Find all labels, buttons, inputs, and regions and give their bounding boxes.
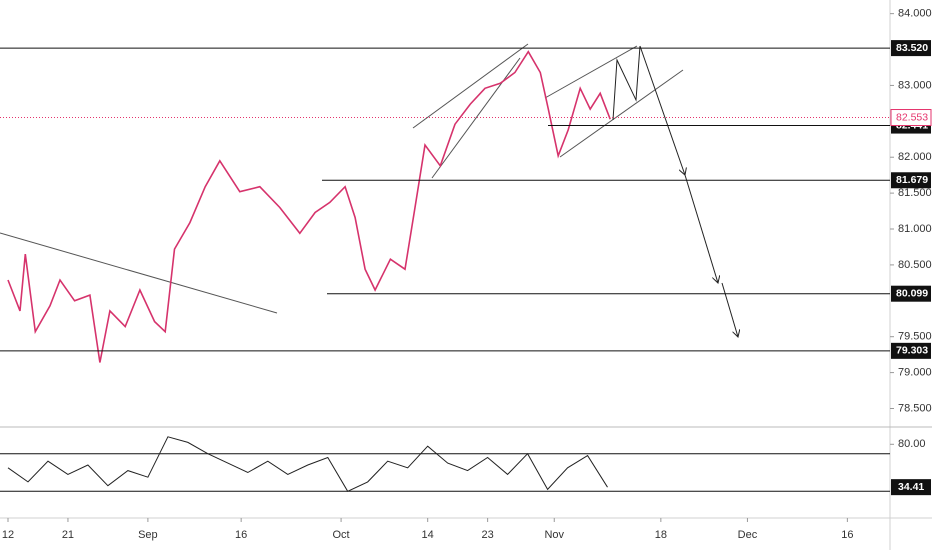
level-label: 81.679: [896, 174, 928, 186]
y-tick-label: 81.500: [898, 187, 932, 199]
level-label: 83.520: [896, 42, 928, 54]
level-tag: [891, 285, 931, 302]
arrow: [721, 282, 738, 337]
x-tick-label: Dec: [738, 529, 758, 541]
x-tick-label: Oct: [333, 529, 350, 541]
level-tag: [891, 40, 931, 57]
x-tick-label: 12: [2, 529, 14, 541]
x-tick-label: Sep: [138, 529, 158, 541]
y-tick-label: 79.000: [898, 366, 932, 378]
x-tick-label: 23: [482, 529, 494, 541]
x-tick-label: 18: [655, 529, 667, 541]
x-tick-label: 16: [841, 529, 853, 541]
y-tick-label: 82.000: [898, 151, 932, 163]
level-tag: [891, 172, 931, 189]
current-tag: [890, 109, 932, 127]
y-tick-label: 80.500: [898, 259, 932, 271]
arrow: [639, 45, 685, 175]
trendline: [544, 45, 638, 99]
y-tick-label: 84.000: [898, 8, 932, 20]
rsi-tag: [891, 479, 931, 496]
rsi-value-label: 34.41: [898, 481, 924, 493]
trendline: [431, 57, 521, 179]
y-tick-label: 81.000: [898, 223, 932, 235]
level-label: 80.099: [896, 287, 928, 299]
trendline: [0, 232, 278, 314]
x-tick-label: Nov: [544, 529, 564, 541]
y-tick-label: 83.000: [898, 79, 932, 91]
arrow: [684, 174, 718, 283]
projection: [612, 45, 641, 121]
trendline: [412, 43, 529, 129]
y-tick-label: 79.500: [898, 331, 932, 343]
x-tick-label: 16: [235, 529, 247, 541]
current-label: 82.553: [896, 111, 928, 123]
trendline: [559, 69, 684, 158]
drawings: [0, 43, 738, 337]
price-line: [7, 50, 611, 363]
y-tick-label: 78.500: [898, 402, 932, 414]
level-label: 79.303: [896, 345, 928, 357]
rsi-line: [7, 436, 608, 492]
rsi-tick-label: 80.00: [898, 438, 926, 450]
x-tick-label: 14: [422, 529, 434, 541]
level-tag: [891, 342, 931, 359]
x-tick-label: 21: [62, 529, 74, 541]
